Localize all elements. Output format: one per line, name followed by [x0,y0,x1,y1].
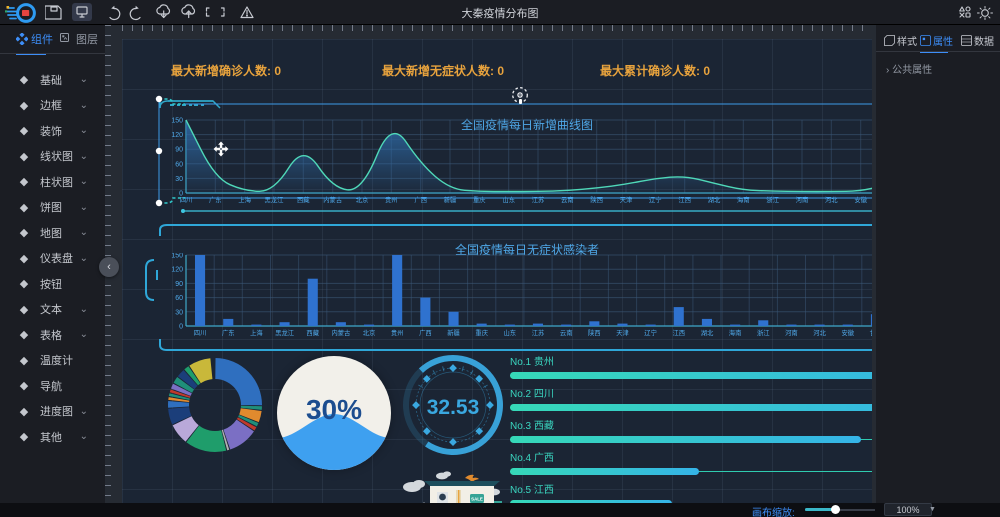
svg-text:30: 30 [175,309,183,316]
svg-text:河北: 河北 [813,329,826,337]
svg-text:SALE: SALE [471,497,483,502]
svg-text:内蒙古: 内蒙古 [331,328,350,337]
svg-text:云南: 云南 [560,328,573,337]
svg-text:江西: 江西 [673,329,686,337]
svg-text:海南: 海南 [729,328,742,337]
svg-text:陕西: 陕西 [588,328,601,337]
svg-text:90: 90 [175,281,183,288]
svg-text:贵州: 贵州 [391,328,404,337]
svg-text:120: 120 [171,267,183,274]
svg-text:西藏: 西藏 [306,328,319,337]
svg-text:北京: 北京 [363,328,376,337]
svg-text:上海: 上海 [250,328,263,337]
svg-text:广东: 广东 [222,328,235,337]
svg-text:江苏: 江苏 [532,328,545,337]
svg-text:广西: 广西 [419,328,432,337]
svg-text:重庆: 重庆 [475,328,488,337]
svg-text:四川: 四川 [194,329,207,337]
svg-text:辽宁: 辽宁 [644,328,657,337]
svg-text:河南: 河南 [785,328,798,337]
svg-text:150: 150 [171,253,183,260]
svg-text:安徽: 安徽 [842,328,855,337]
svg-text:新疆: 新疆 [447,328,460,337]
svg-text:0: 0 [179,324,183,331]
svg-text:黑龙江: 黑龙江 [275,328,295,337]
svg-text:浙江: 浙江 [757,328,770,337]
svg-text:湖北: 湖北 [701,328,714,337]
svg-text:60: 60 [175,295,183,302]
svg-text:山东: 山东 [504,328,517,337]
svg-text:天津: 天津 [616,329,629,337]
